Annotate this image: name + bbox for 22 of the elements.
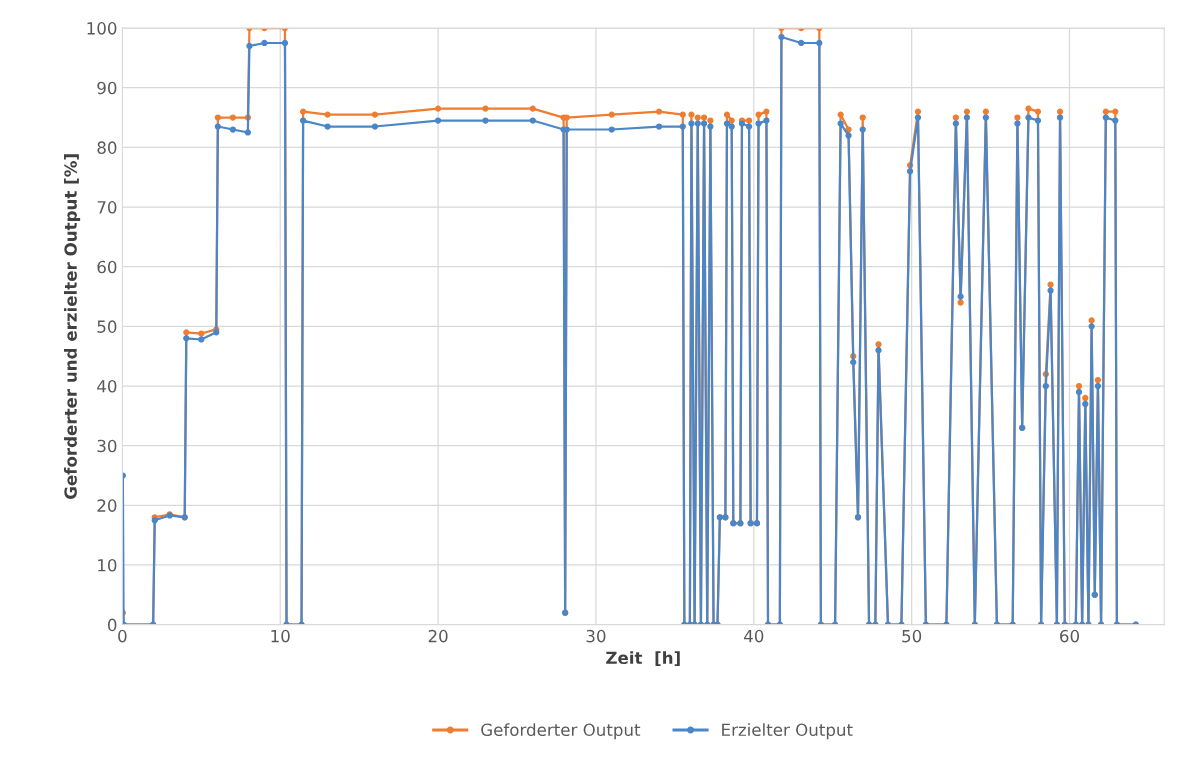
y-tick-label: 100 bbox=[87, 22, 117, 35]
x-tick-label: 10 bbox=[271, 629, 290, 643]
y-tick-label: 20 bbox=[97, 499, 117, 512]
y-tick-label: 30 bbox=[97, 439, 117, 453]
y-axis-title: Geforderter und erzielter Output [%] bbox=[64, 154, 81, 499]
y-tick-label: 0 bbox=[108, 618, 117, 632]
y-tick-label: 70 bbox=[97, 201, 117, 214]
x-tick-label: 20 bbox=[428, 629, 448, 643]
y-tick-label: 60 bbox=[97, 260, 117, 274]
x-tick-label: 40 bbox=[744, 629, 764, 643]
x-tick-label: 30 bbox=[586, 629, 606, 643]
y-tick-label: 40 bbox=[97, 379, 117, 393]
y-tick-label: 50 bbox=[97, 320, 117, 333]
legend-label: Erzielter Output bbox=[722, 723, 853, 740]
legend-label: Geforderter Output bbox=[481, 723, 641, 740]
x-tick-label: 60 bbox=[1060, 629, 1080, 643]
y-tick-label: 80 bbox=[97, 141, 117, 154]
x-tick-label: 50 bbox=[902, 629, 922, 643]
y-tick-label: 10 bbox=[98, 558, 117, 572]
y-tick-label: 90 bbox=[97, 81, 117, 95]
x-axis-title: Zeit [h] bbox=[606, 651, 680, 667]
x-tick-label: 0 bbox=[118, 629, 127, 643]
